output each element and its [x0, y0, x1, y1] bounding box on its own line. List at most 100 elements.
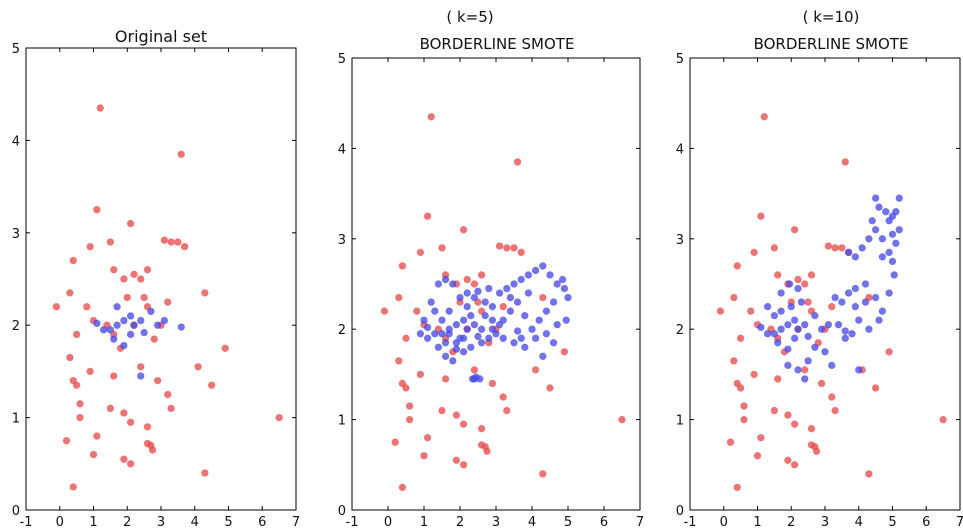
point-majority: [801, 366, 809, 374]
point-minority: [871, 194, 880, 202]
point-majority: [618, 415, 626, 424]
point-minority: [834, 320, 843, 329]
point-majority: [716, 307, 725, 315]
point-minority: [477, 325, 486, 333]
point-majority: [757, 433, 765, 442]
point-minority: [485, 284, 493, 293]
point-minority: [485, 334, 493, 342]
point-minority: [794, 325, 802, 333]
panel-title: Original set: [115, 27, 207, 46]
point-majority: [733, 262, 741, 270]
point-minority: [481, 311, 489, 320]
point-minority: [521, 343, 529, 351]
panel-subtitle: ( k=10): [803, 8, 860, 26]
point-majority: [726, 438, 735, 446]
point-majority: [416, 370, 425, 379]
point-majority: [391, 438, 399, 446]
point-minority: [784, 345, 792, 353]
point-minority: [113, 303, 121, 311]
point-majority: [423, 212, 432, 220]
point-minority: [892, 239, 900, 248]
point-majority: [499, 302, 507, 311]
point-majority: [427, 113, 435, 121]
point-majority: [546, 384, 554, 392]
point-majority: [126, 219, 135, 228]
point-majority: [463, 275, 471, 284]
point-majority: [747, 307, 755, 315]
point-minority: [463, 302, 471, 311]
point-minority: [831, 293, 839, 302]
point-minority: [811, 343, 819, 351]
x-tick-label: 6: [600, 515, 608, 529]
point-majority: [750, 248, 758, 257]
x-tick-label: 1: [420, 515, 428, 529]
point-majority: [126, 460, 135, 468]
y-tick-label: 3: [676, 233, 684, 248]
point-minority: [777, 325, 785, 333]
point-minority: [147, 307, 155, 316]
point-minority: [467, 311, 475, 320]
point-minority: [423, 334, 432, 342]
point-majority: [96, 104, 104, 112]
point-majority: [503, 244, 511, 252]
point-minority: [481, 298, 489, 306]
point-majority: [120, 275, 128, 283]
point-majority: [130, 270, 138, 279]
point-minority: [774, 339, 782, 347]
point-minority: [449, 357, 457, 365]
series-majority: [716, 113, 947, 492]
point-majority: [438, 244, 446, 252]
point-minority: [895, 226, 903, 234]
point-minority: [777, 289, 785, 297]
point-minority: [539, 352, 547, 361]
point-minority: [562, 316, 570, 324]
point-majority: [167, 404, 175, 413]
x-tick-label: 3: [492, 515, 500, 529]
point-majority: [885, 348, 893, 356]
point-majority: [174, 238, 182, 246]
point-majority: [790, 420, 799, 428]
point-minority: [763, 302, 772, 311]
point-majority: [150, 335, 158, 343]
y-tick-label: 1: [676, 414, 684, 429]
point-majority: [140, 293, 148, 302]
point-minority: [140, 328, 148, 337]
point-majority: [395, 293, 403, 302]
point-minority: [93, 319, 101, 328]
point-minority: [539, 262, 547, 270]
point-majority: [807, 271, 816, 279]
point-majority: [812, 447, 821, 455]
point-majority: [137, 275, 145, 283]
point-minority: [865, 325, 873, 333]
point-majority: [194, 363, 202, 371]
point-minority: [120, 341, 128, 350]
point-minority: [785, 280, 794, 288]
point-minority: [524, 271, 533, 279]
point-majority: [736, 384, 745, 392]
point-minority: [506, 307, 515, 315]
point-minority: [452, 320, 461, 329]
point-majority: [93, 432, 101, 440]
point-minority: [452, 345, 461, 353]
point-minority: [817, 325, 826, 333]
point-majority: [86, 242, 94, 251]
point-minority: [488, 302, 497, 311]
point-minority: [890, 271, 898, 279]
point-majority: [167, 238, 175, 246]
point-majority: [939, 415, 947, 424]
point-majority: [736, 334, 745, 342]
point-minority: [794, 284, 802, 293]
point-majority: [405, 402, 414, 410]
point-minority: [888, 257, 897, 266]
point-majority: [89, 450, 98, 459]
point-minority: [495, 289, 504, 297]
point-majority: [143, 266, 152, 274]
point-minority: [513, 298, 522, 306]
point-minority: [560, 284, 569, 293]
series-minority: [93, 303, 185, 380]
point-majority: [831, 244, 839, 252]
point-minority: [878, 253, 887, 261]
point-majority: [423, 433, 432, 442]
